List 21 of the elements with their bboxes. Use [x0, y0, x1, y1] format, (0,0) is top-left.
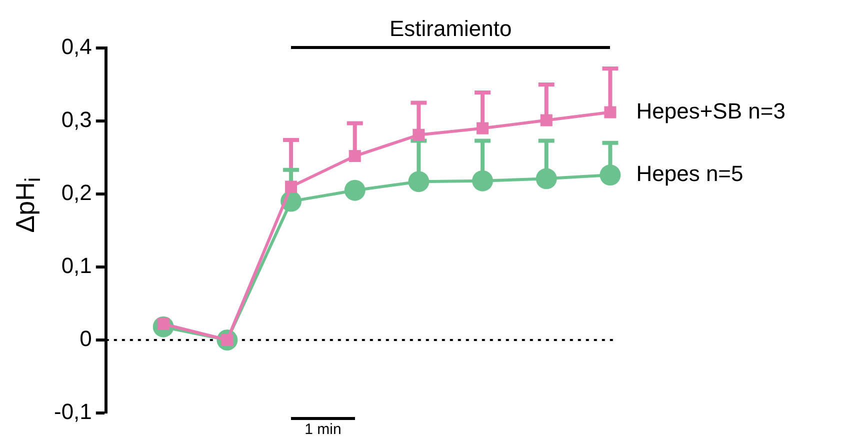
series-label: Hepes+SB n=3: [636, 98, 786, 124]
point: [476, 122, 489, 134]
point: [344, 180, 366, 201]
point: [600, 164, 621, 186]
y-tick-label: 0,3: [61, 107, 92, 132]
point: [348, 150, 361, 162]
text: Estiramiento: [389, 16, 512, 42]
text: 1 min: [304, 421, 342, 438]
y-tick-label: 0,4: [61, 34, 92, 60]
y-tick-label: -0,1: [54, 399, 92, 424]
point: [540, 114, 552, 126]
point: [472, 170, 494, 192]
point: [285, 180, 298, 193]
point: [536, 168, 557, 190]
point: [408, 171, 430, 192]
y-tick-label: 0: [80, 326, 92, 352]
y-tick-label: 0,2: [61, 180, 92, 206]
y-tick-label: 0,1: [61, 253, 92, 278]
series-label: Hepes n=5: [636, 161, 744, 186]
point: [604, 106, 616, 118]
point: [412, 128, 425, 141]
